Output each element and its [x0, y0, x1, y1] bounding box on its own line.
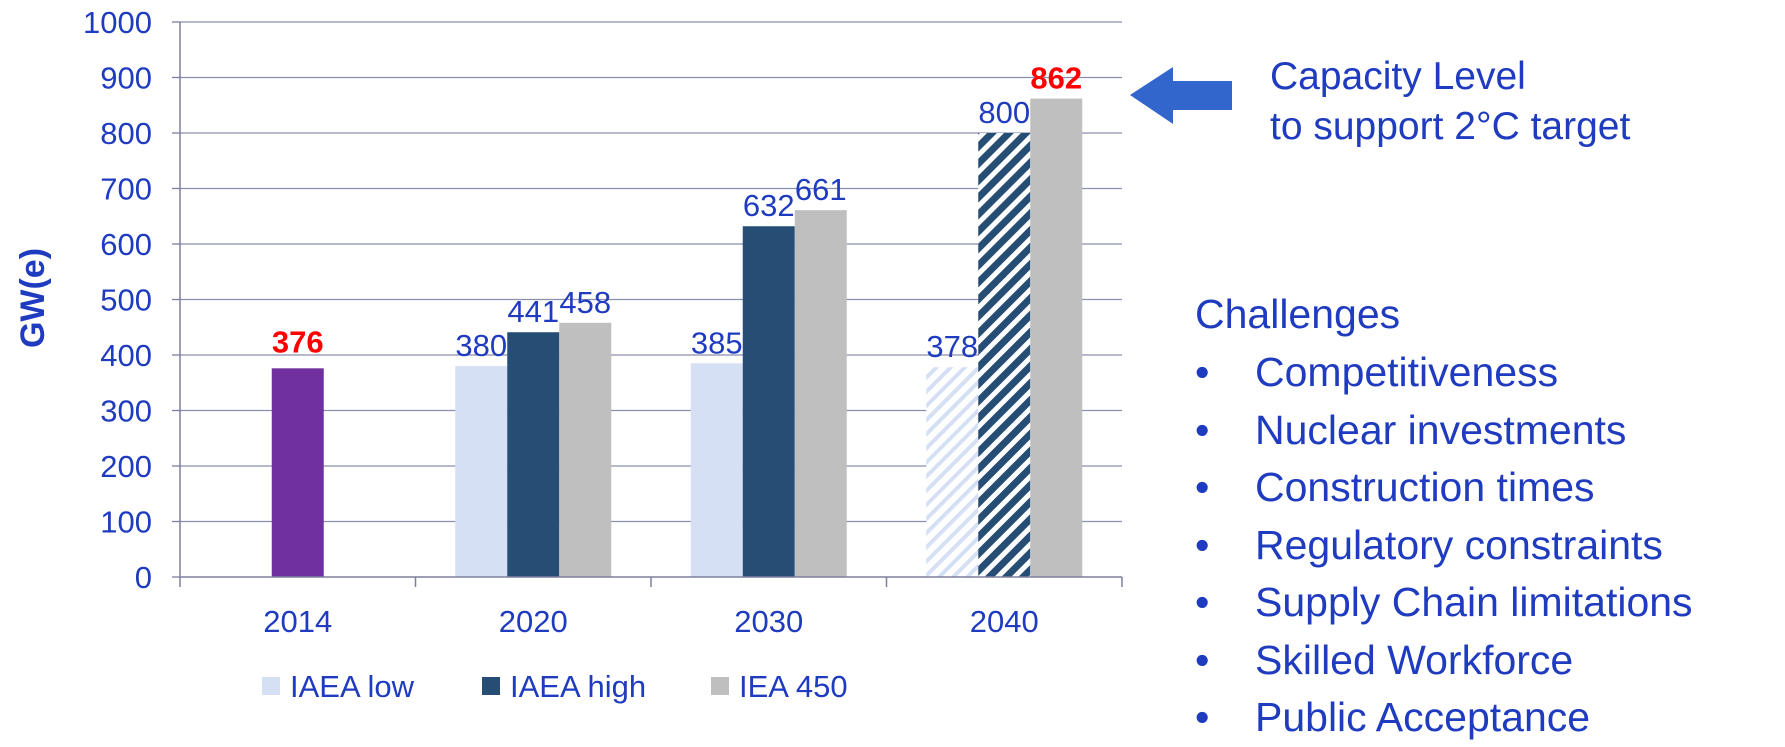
data-label: 632: [743, 188, 795, 223]
data-labels: 376 380 385 378 441 632 800 458 661 862: [272, 61, 1082, 365]
legend-label: IEA 450: [739, 669, 848, 704]
bar-iea-450: [794, 210, 847, 577]
bar-iea-450: [559, 322, 612, 577]
challenge-item: Competitiveness: [1195, 344, 1693, 402]
challenge-item: Skilled Workforce: [1195, 632, 1693, 690]
y-axis-title: GW(e): [14, 248, 52, 348]
data-label: 458: [559, 285, 611, 320]
challenges-list: Competitiveness Nuclear investments Cons…: [1195, 344, 1693, 747]
annotation-line-1: Capacity Level: [1270, 55, 1526, 98]
challenge-item: Construction times: [1195, 459, 1693, 517]
y-tick-label: 900: [100, 61, 152, 96]
legend-swatch: [262, 677, 280, 695]
data-label: 661: [795, 172, 847, 207]
bar-iaea-low: [455, 366, 508, 577]
data-label: 862: [1030, 61, 1082, 96]
y-tick-label: 500: [100, 283, 152, 318]
challenge-item: Regulatory constraints: [1195, 517, 1693, 575]
bar-iaea-high: [978, 133, 1031, 577]
y-tick-label: 300: [100, 394, 152, 429]
x-tick-label: 2040: [970, 604, 1039, 639]
y-tick-label: 800: [100, 116, 152, 151]
legend-label: IAEA low: [290, 669, 415, 704]
y-tick-label: 400: [100, 338, 152, 373]
challenges-panel: Challenges Competitiveness Nuclear inves…: [1195, 290, 1693, 747]
data-label: 380: [455, 328, 507, 363]
y-tick-label: 100: [100, 505, 152, 540]
challenge-item: Public Acceptance: [1195, 689, 1693, 747]
legend-swatch: [482, 677, 500, 695]
y-tick-label: 1000: [83, 5, 152, 40]
challenge-item: Supply Chain limitations: [1195, 574, 1693, 632]
y-tick-label: 0: [135, 560, 152, 595]
bar-iaea-low: [690, 363, 743, 577]
bar-iaea-low: [926, 367, 979, 577]
bar-historical: [271, 368, 324, 577]
data-label: 385: [691, 325, 743, 360]
x-tick-label: 2020: [499, 604, 568, 639]
data-label: 376: [272, 324, 324, 359]
bars: [271, 98, 1083, 578]
y-tick-label: 200: [100, 449, 152, 484]
data-label: 441: [507, 294, 559, 329]
annotation-line-2: to support 2°C target: [1270, 105, 1631, 148]
legend-label: IAEA high: [510, 669, 646, 704]
left-arrow-icon: [1130, 67, 1232, 124]
data-label: 800: [978, 95, 1030, 130]
y-tick-label: 600: [100, 227, 152, 262]
axes: 0 100 200 300 400 500 600 700 800 900 1000 2014 2020…: [83, 5, 1123, 639]
data-label: 378: [926, 329, 978, 364]
bar-iea-450: [1030, 98, 1083, 577]
gridlines: [180, 21, 1122, 523]
capacity-annotation: Capacity Level to support 2°C target: [1270, 52, 1630, 152]
bar-iaea-high: [507, 332, 560, 577]
x-tick-label: 2030: [734, 604, 803, 639]
legend: IAEA low IAEA high IEA 450: [262, 669, 848, 704]
challenges-title: Challenges: [1195, 291, 1401, 337]
y-tick-label: 700: [100, 172, 152, 207]
challenge-item: Nuclear investments: [1195, 402, 1693, 460]
x-tick-label: 2014: [263, 604, 332, 639]
bar-iaea-high: [742, 226, 795, 578]
legend-swatch: [711, 677, 729, 695]
